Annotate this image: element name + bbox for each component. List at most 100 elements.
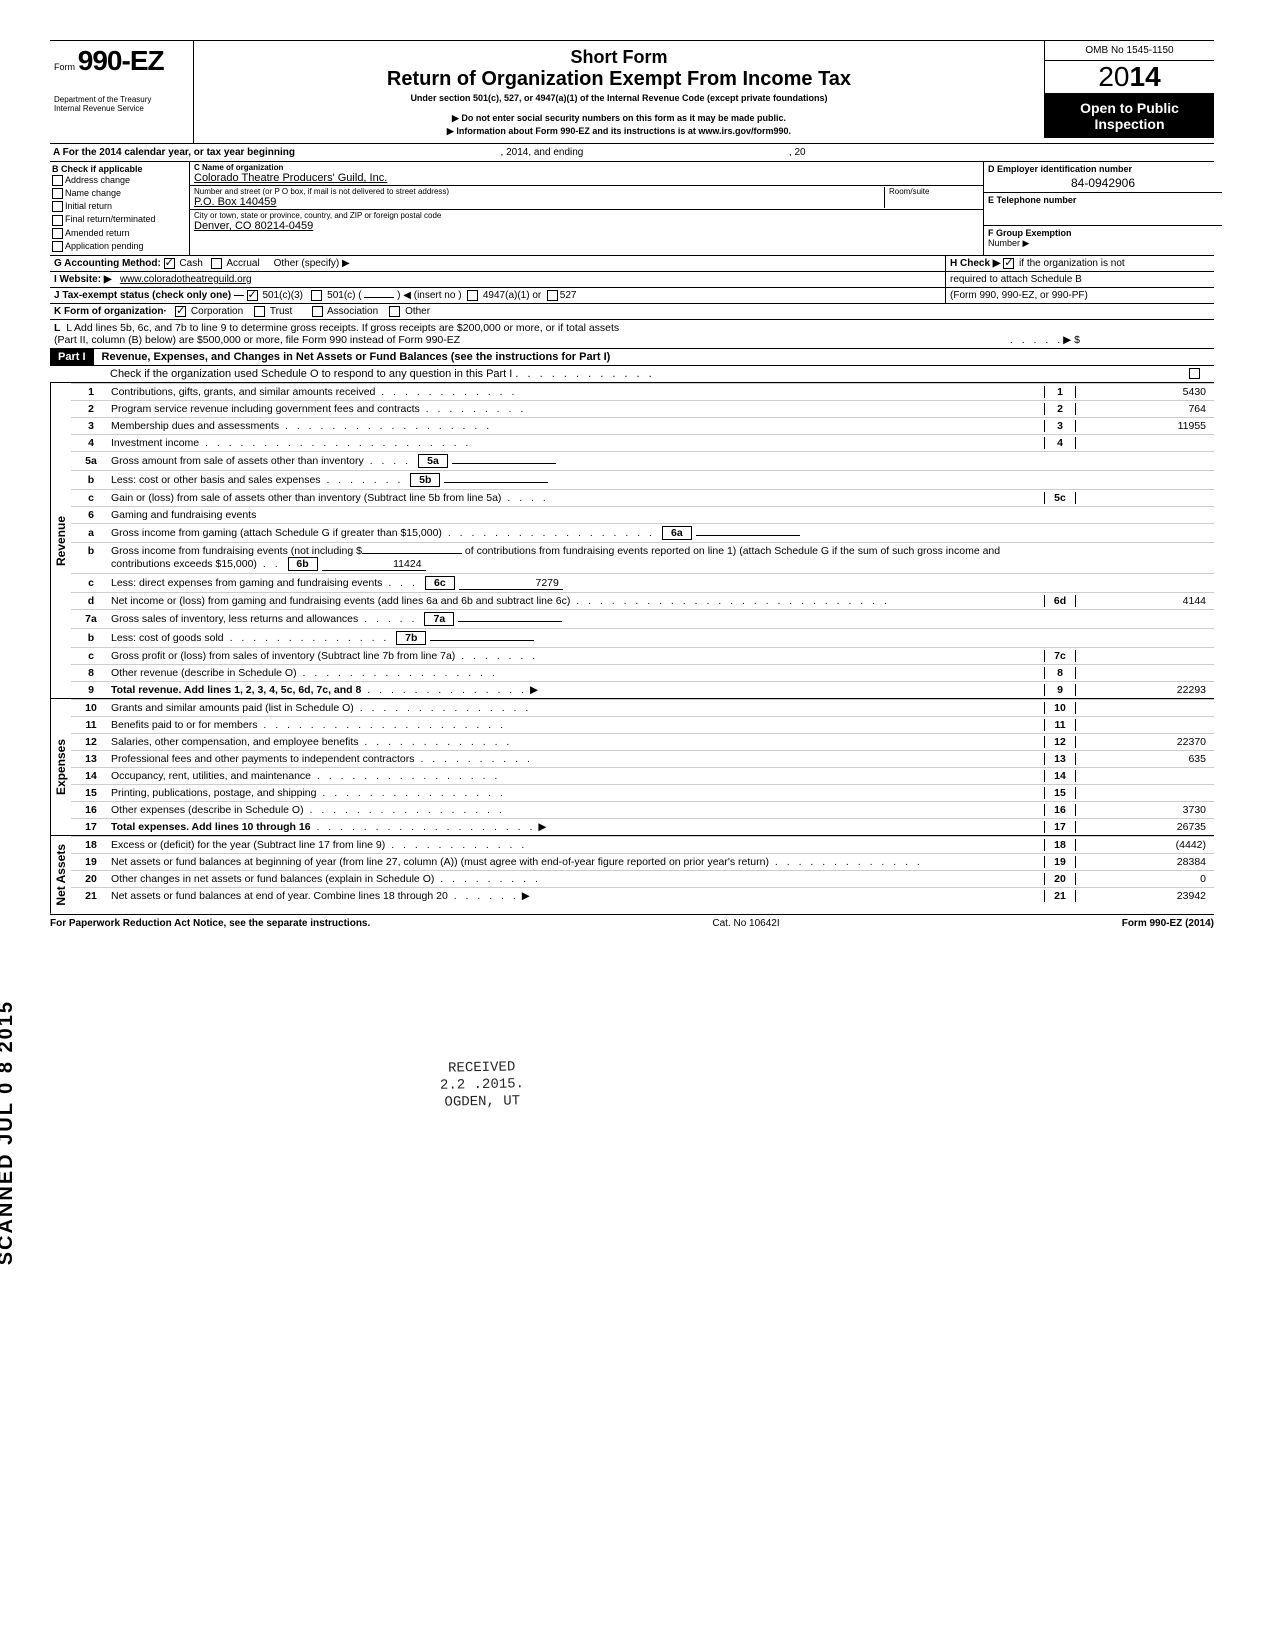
b-amended: Amended return: [65, 228, 130, 238]
h-text4: (Form 990, 990-EZ, or 990-PF): [950, 290, 1088, 301]
line3-text: Membership dues and assessments: [111, 420, 279, 432]
stamp-line3: OGDEN, UT: [440, 1093, 524, 1111]
check-527[interactable]: [547, 290, 558, 301]
k-corp: Corporation: [191, 306, 243, 317]
l-arrow: ▶ $: [1063, 334, 1080, 346]
k-other: Other: [405, 306, 430, 317]
check-cash[interactable]: [164, 258, 175, 269]
scanned-stamp: SCANNED JUL 0 8 2015: [0, 1000, 18, 1265]
check-trust[interactable]: [254, 306, 265, 317]
part1-label: Part I: [50, 349, 94, 365]
footer-mid: Cat. No 10642I: [712, 918, 779, 929]
check-4947[interactable]: [467, 290, 478, 301]
line18-text: Excess or (deficit) for the year (Subtra…: [111, 839, 385, 851]
line17-text: Total expenses. Add lines 10 through 16: [111, 821, 311, 833]
f-label2: Number ▶: [988, 238, 1029, 248]
j-b: 501(c) (: [327, 290, 361, 301]
line19-text: Net assets or fund balances at beginning…: [111, 856, 769, 868]
k-trust: Trust: [270, 306, 292, 317]
g-h-row: G Accounting Method: Cash Accrual Other …: [50, 256, 1214, 272]
check-pending[interactable]: [52, 241, 63, 252]
f-label: F Group Exemption: [988, 228, 1072, 238]
i-row: I Website: ▶ www.coloradotheatreguild.or…: [50, 272, 1214, 288]
short-form-label: Short Form: [200, 47, 1038, 68]
k-row: K Form of organization· Corporation Trus…: [50, 304, 1214, 320]
ssn-note: ▶ Do not enter social security numbers o…: [200, 113, 1038, 124]
box-5b: 5b: [410, 473, 440, 487]
netassets-label: Net Assets: [50, 836, 71, 914]
room-label: Room/suite: [889, 187, 979, 196]
check-initial[interactable]: [52, 201, 63, 212]
check-accrual[interactable]: [211, 258, 222, 269]
g-cash: Cash: [179, 258, 202, 269]
info-note: ▶ Information about Form 990-EZ and its …: [200, 126, 1038, 137]
check-amended[interactable]: [52, 228, 63, 239]
h-text2: if the organization is not: [1019, 258, 1125, 269]
line6d-text: Net income or (loss) from gaming and fun…: [111, 595, 570, 607]
check-kother[interactable]: [389, 306, 400, 317]
under-section: Under section 501(c), 527, or 4947(a)(1)…: [200, 93, 1038, 103]
website-value: www.coloradotheatreguild.org: [120, 274, 252, 285]
street-label: Number and street (or P O box, if mail i…: [194, 187, 884, 196]
line5b-text: Less: cost or other basis and sales expe…: [111, 474, 321, 486]
expenses-label: Expenses: [50, 699, 71, 835]
check-h[interactable]: [1003, 258, 1014, 269]
part1-check[interactable]: [1189, 368, 1200, 379]
box-6c: 6c: [425, 576, 455, 590]
year-suffix: 14: [1130, 61, 1161, 92]
line14-text: Occupancy, rent, utilities, and maintena…: [111, 770, 311, 782]
netassets-section: Net Assets 18Excess or (deficit) for the…: [50, 835, 1214, 914]
line6-text: Gaming and fundraising events: [111, 509, 256, 521]
revenue-label: Revenue: [50, 383, 71, 698]
line19-val: 28384: [1076, 856, 1214, 868]
open-public-2: Inspection: [1049, 116, 1210, 132]
stamp-line1: RECEIVED: [440, 1059, 524, 1077]
b-name: Name change: [65, 188, 121, 198]
l-text1: L Add lines 5b, 6c, and 7b to line 9 to …: [66, 322, 619, 334]
line3-val: 11955: [1076, 420, 1214, 432]
check-501c[interactable]: [311, 290, 322, 301]
k-label: K Form of organization·: [54, 306, 167, 317]
city-value: Denver, CO 80214-0459: [194, 220, 979, 232]
org-name: Colorado Theatre Producers' Guild, Inc.: [194, 172, 979, 184]
revenue-section: Revenue 1Contributions, gifts, grants, a…: [50, 383, 1214, 698]
line6c-text: Less: direct expenses from gaming and fu…: [111, 577, 382, 589]
footer-right: Form 990-EZ (2014): [1122, 918, 1214, 929]
received-stamp: RECEIVED 2.2 .2015. OGDEN, UT: [440, 1059, 525, 1111]
check-name[interactable]: [52, 188, 63, 199]
i-label: I Website: ▶: [54, 274, 112, 285]
line16-text: Other expenses (describe in Schedule O): [111, 804, 304, 816]
check-address[interactable]: [52, 175, 63, 186]
line15-text: Printing, publications, postage, and shi…: [111, 787, 316, 799]
j-row: J Tax-exempt status (check only one) — 5…: [50, 288, 1214, 304]
j-label: J Tax-exempt status (check only one) —: [54, 290, 244, 301]
omb-number: OMB No 1545-1150: [1044, 41, 1214, 61]
line-a-end: , 20: [789, 147, 806, 158]
line21-text: Net assets or fund balances at end of ye…: [111, 890, 448, 902]
form-id-block: Form 990-EZ Department of the Treasury I…: [50, 41, 194, 143]
box-5a: 5a: [418, 454, 448, 468]
l-row: L L Add lines 5b, 6c, and 7b to line 9 t…: [50, 320, 1214, 348]
line11-text: Benefits paid to or for members: [111, 719, 257, 731]
check-assoc[interactable]: [312, 306, 323, 317]
check-501c3[interactable]: [247, 290, 258, 301]
part1-check-row: Check if the organization used Schedule …: [50, 366, 1214, 383]
line21-val: 23942: [1076, 890, 1214, 902]
org-info-block: B Check if applicable Address change Nam…: [50, 162, 1214, 256]
j-c: 4947(a)(1) or: [483, 290, 541, 301]
line-a-mid: , 2014, and ending: [501, 147, 584, 158]
line12-val: 22370: [1076, 736, 1214, 748]
ein-value: 84-0942906: [988, 176, 1218, 190]
line16-val: 3730: [1076, 804, 1214, 816]
b-final: Final return/terminated: [65, 214, 156, 224]
check-corp[interactable]: [175, 306, 186, 317]
street-value: P.O. Box 140459: [194, 196, 884, 208]
check-final[interactable]: [52, 215, 63, 226]
irs-label: Internal Revenue Service: [54, 104, 189, 113]
year-prefix: 20: [1098, 61, 1129, 92]
val-6b: 11424: [322, 558, 426, 571]
stamp-line2: 2.2 .2015.: [440, 1076, 524, 1094]
c-label: C Name of organization: [194, 163, 979, 172]
right-header-block: OMB No 1545-1150 2014 Open to Public Ins…: [1044, 41, 1214, 143]
return-title: Return of Organization Exempt From Incom…: [200, 68, 1038, 91]
